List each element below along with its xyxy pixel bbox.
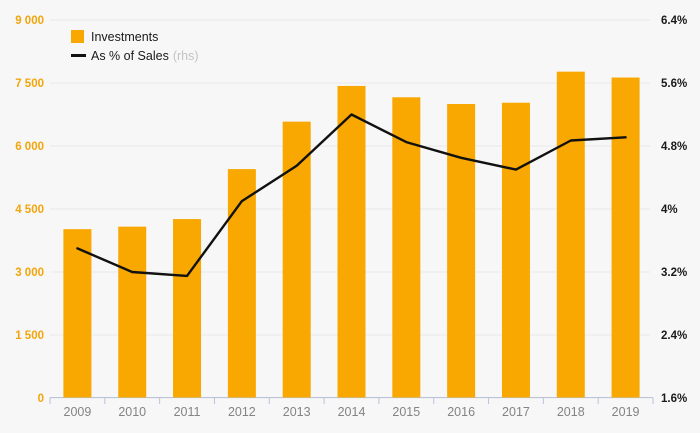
x-label-2013: 2013 <box>283 405 311 419</box>
x-label-2016: 2016 <box>447 405 475 419</box>
legend-label-investments: Investments <box>91 29 159 44</box>
pct-of-sales-line-swatch <box>71 54 86 57</box>
bar-2018 <box>556 71 585 398</box>
y-left-label: 0 <box>38 393 44 405</box>
bar-2016 <box>447 104 476 398</box>
x-label-2017: 2017 <box>502 405 530 419</box>
y-left-label: 9 000 <box>15 15 44 27</box>
legend-rhs-note: (rhs) <box>172 48 199 63</box>
y-right-label: 4% <box>661 204 678 216</box>
y-left-label: 7 500 <box>15 78 44 90</box>
bar-2015 <box>392 97 421 398</box>
investments-bar-swatch <box>71 30 84 43</box>
y-right-label: 2.4% <box>661 330 687 342</box>
x-label-2018: 2018 <box>557 405 585 419</box>
legend-item-investments: Investments <box>71 27 199 46</box>
bar-2019 <box>611 77 640 398</box>
x-label-2009: 2009 <box>64 405 92 419</box>
y-right-label: 3.2% <box>661 267 687 279</box>
x-label-2012: 2012 <box>228 405 256 419</box>
y-right-label: 1.6% <box>661 393 687 405</box>
y-right-label: 4.8% <box>661 141 687 153</box>
pct-of-sales-line <box>76 113 627 278</box>
y-right-label: 6.4% <box>661 15 687 27</box>
legend-item-pct-of-sales: As % of Sales (rhs) <box>71 46 199 65</box>
x-label-2011: 2011 <box>174 405 201 419</box>
x-label-2019: 2019 <box>612 405 640 419</box>
y-left-label: 6 000 <box>15 141 44 153</box>
y-left-label: 3 000 <box>15 267 44 279</box>
bar-2017 <box>501 102 530 398</box>
x-label-2015: 2015 <box>392 405 420 419</box>
y-right-label: 5.6% <box>661 78 687 90</box>
x-label-2010: 2010 <box>118 405 146 419</box>
bar-2012 <box>227 169 256 398</box>
bar-2014 <box>337 85 366 398</box>
bar-2013 <box>282 121 311 398</box>
y-left-label: 1 500 <box>15 330 44 342</box>
legend: Investments As % of Sales (rhs) <box>71 27 199 65</box>
x-label-2014: 2014 <box>338 405 366 419</box>
bar-2009 <box>63 229 92 398</box>
legend-label-pct-of-sales: As % of Sales <box>91 48 169 63</box>
bar-2011 <box>173 219 202 398</box>
y-left-label: 4 500 <box>15 204 44 216</box>
bar-2010 <box>118 226 147 398</box>
